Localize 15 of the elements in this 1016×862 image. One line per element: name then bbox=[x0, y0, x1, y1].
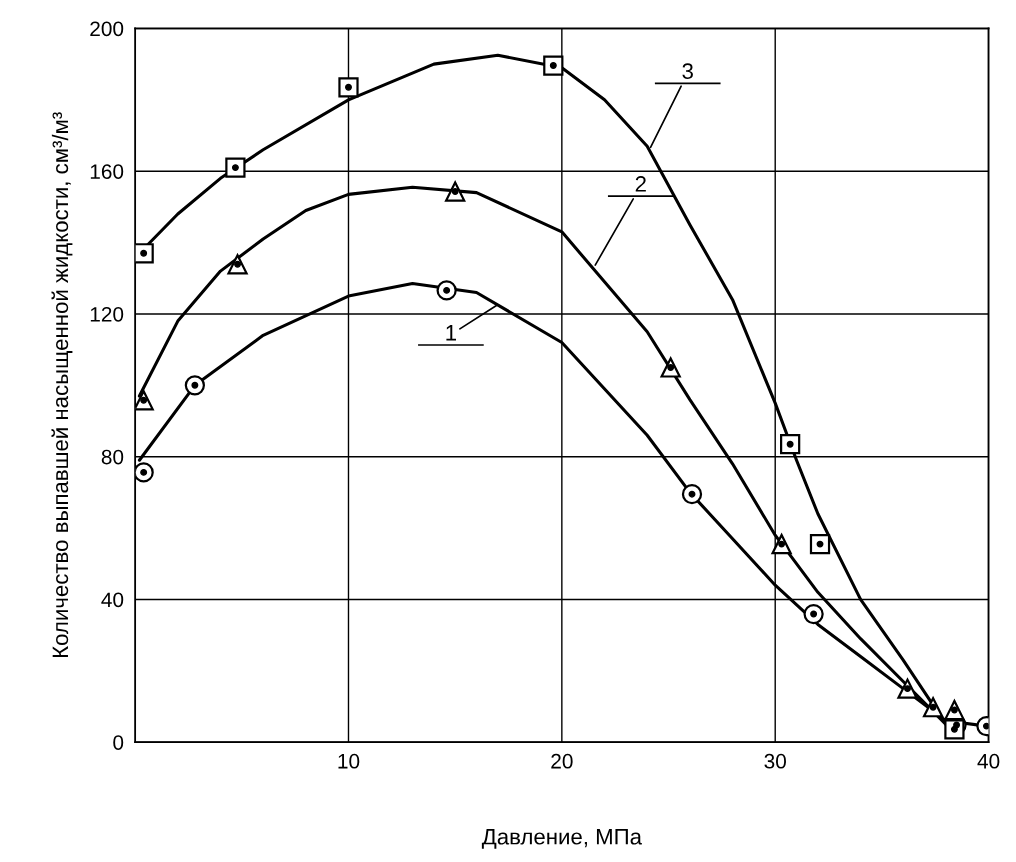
y-tick-label: 160 bbox=[90, 164, 124, 179]
y-axis-title: Количество выпавшей насыщенной жидкости, см³/м³ bbox=[51, 112, 73, 658]
x-tick-label: 20 bbox=[551, 753, 573, 769]
y-tick-label: 40 bbox=[101, 592, 124, 608]
x-tick-label: 40 bbox=[977, 753, 1000, 769]
annotation: 2 bbox=[635, 176, 646, 192]
y-tick-label: 80 bbox=[101, 449, 124, 465]
annotation: 3 bbox=[682, 63, 693, 80]
y-tick-label: 0 bbox=[113, 735, 124, 750]
x-tick-label: 30 bbox=[764, 753, 786, 769]
y-tick-label: 120 bbox=[90, 306, 124, 322]
annotation: 1 bbox=[446, 325, 456, 341]
x-axis-title: Давление, МПа bbox=[481, 829, 642, 849]
x-tick-label: 10 bbox=[338, 753, 360, 769]
y-tick-label: 200 bbox=[90, 21, 124, 37]
